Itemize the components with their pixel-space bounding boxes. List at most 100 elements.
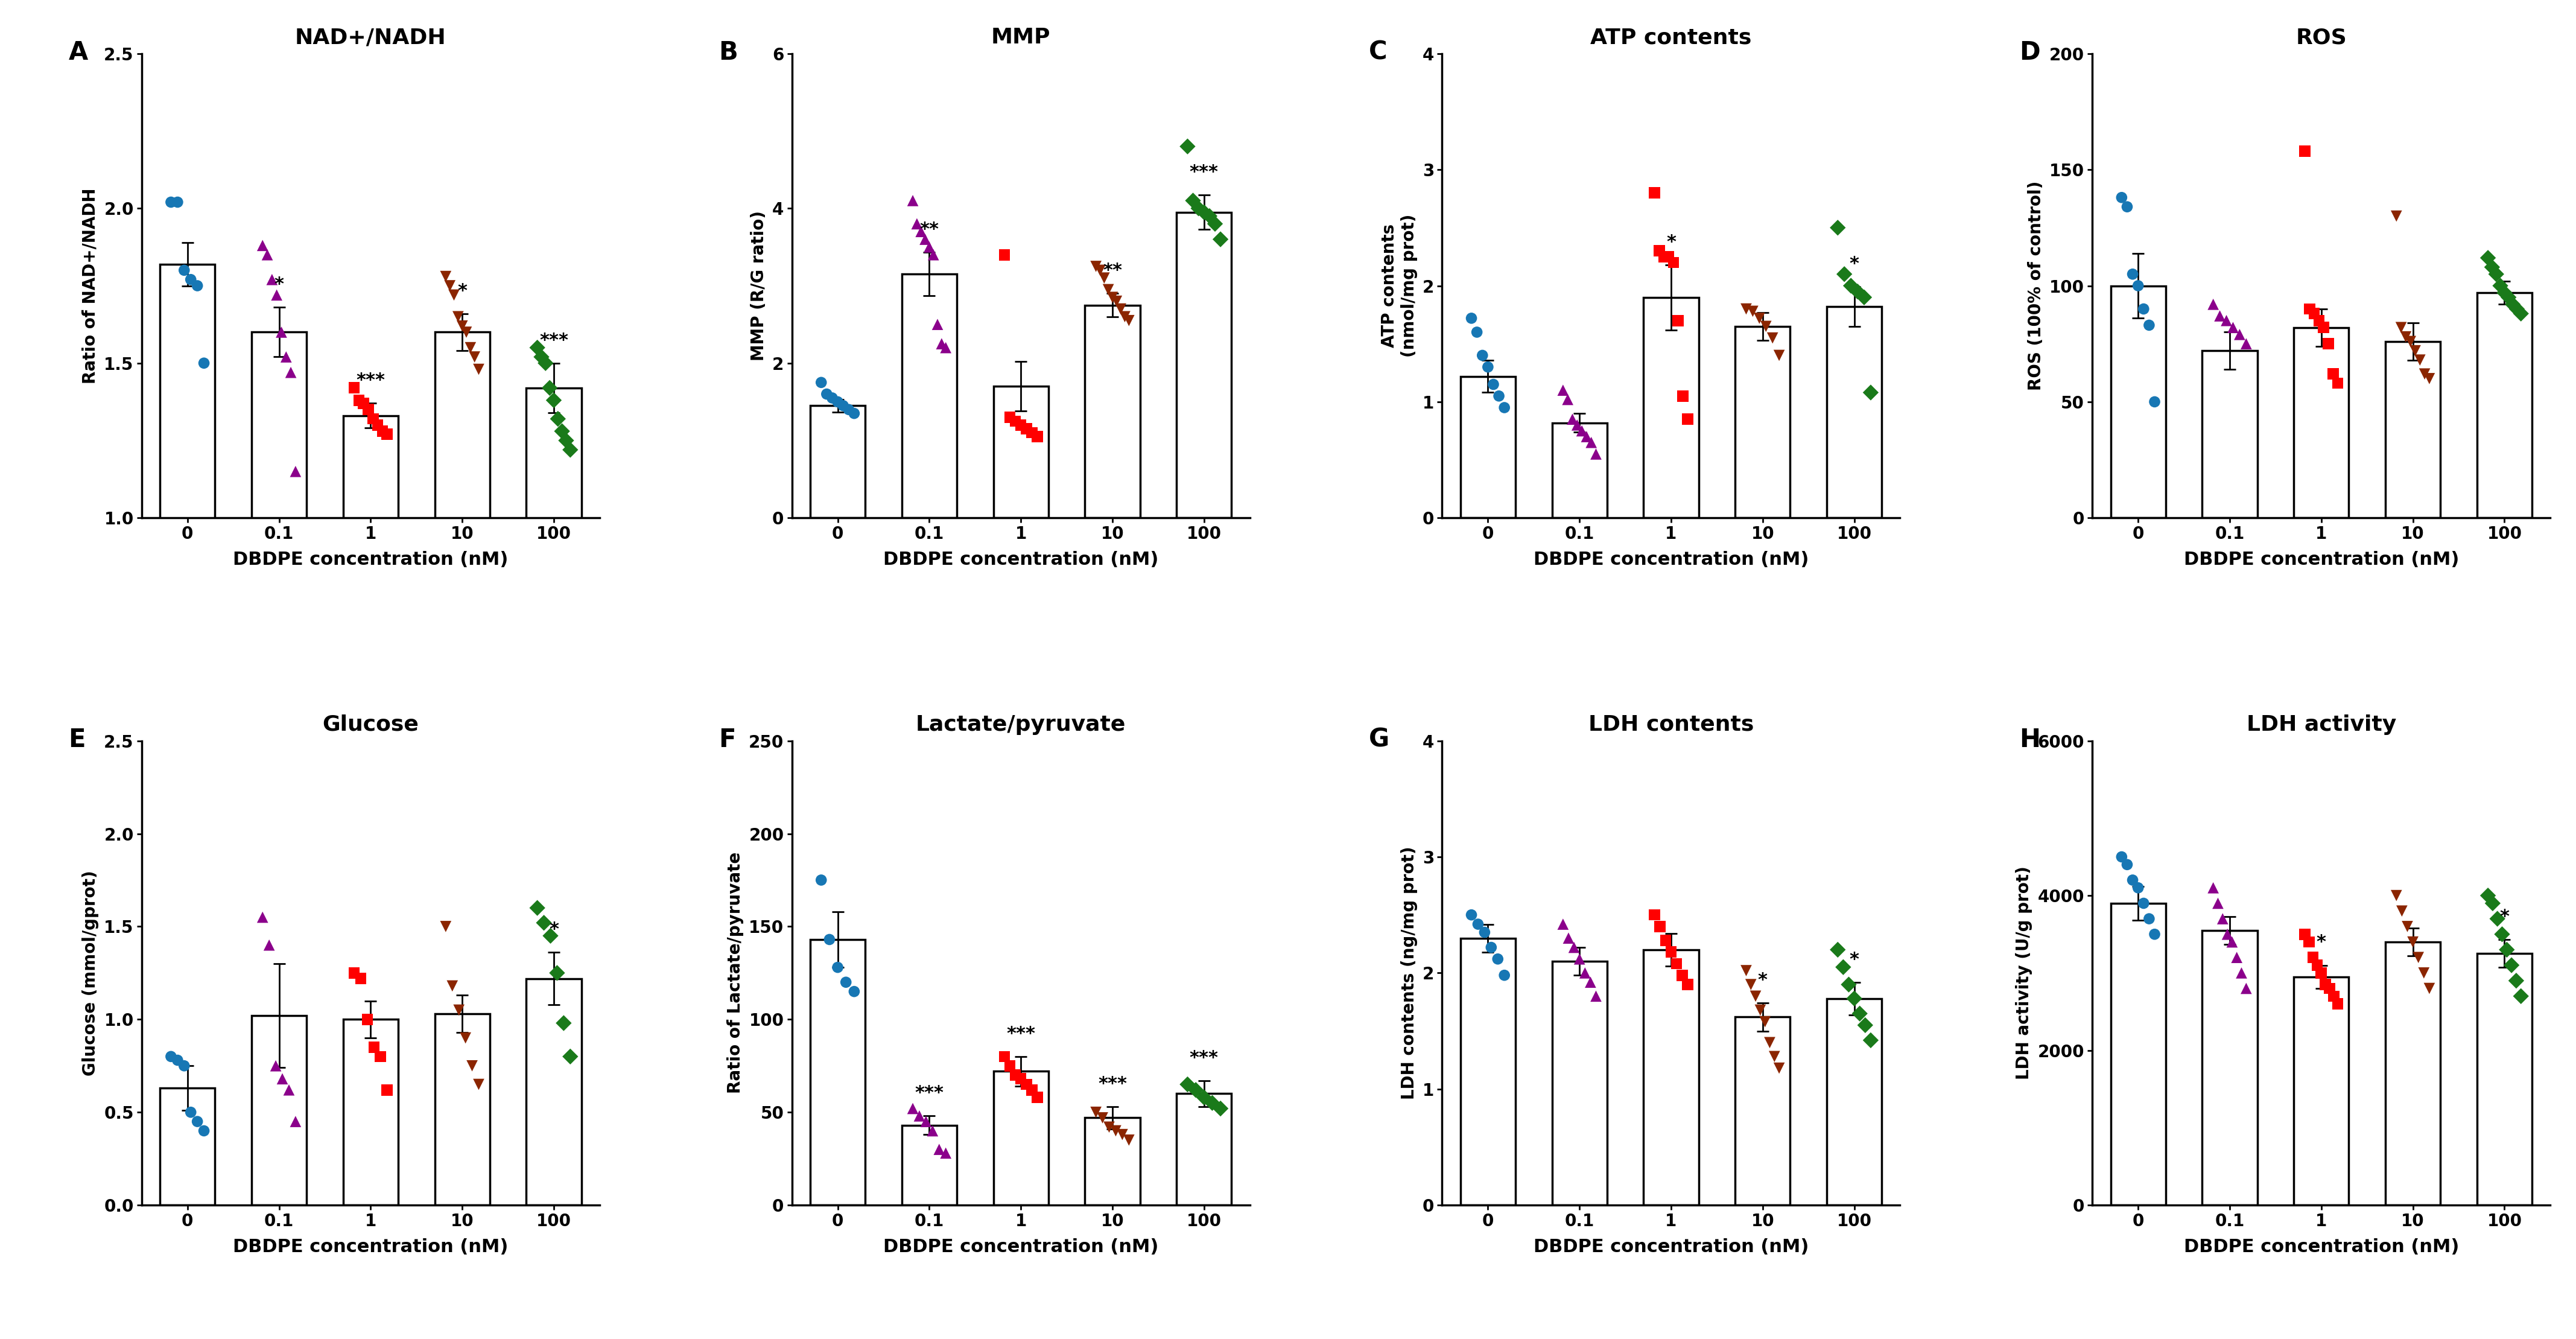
Bar [811,406,866,518]
Point [1569,972,1610,994]
Point [2491,293,2532,315]
Bar [435,332,489,828]
Bar [994,387,1048,518]
Point [904,229,945,250]
Point [2128,908,2169,929]
Bar [2478,953,2532,1205]
Point [1005,418,1046,439]
Point [2398,349,2439,371]
Point [2226,977,2267,999]
Point [533,390,574,411]
Point [994,1065,1036,1086]
Bar [526,388,582,828]
Point [1548,928,1589,949]
Point [438,307,479,328]
Point [922,333,963,355]
Point [2285,924,2326,945]
Title: ATP contents: ATP contents [1589,27,1752,48]
Point [2388,916,2429,937]
Bar [1551,961,1607,1205]
X-axis label: DBDPE concentration (nM): DBDPE concentration (nM) [232,552,507,569]
Point [1829,973,1870,995]
Point [549,1046,590,1067]
Point [912,1121,953,1142]
Point [1167,135,1208,157]
Point [822,395,863,416]
Point [2398,947,2439,968]
Point [1816,217,1857,238]
Point [1832,274,1873,296]
Point [438,999,479,1020]
Point [247,244,289,265]
Point [183,352,224,374]
Bar [2385,941,2439,1205]
Point [1195,213,1236,234]
Point [451,1055,492,1077]
Point [994,411,1036,432]
Title: ROS: ROS [2295,27,2347,48]
Bar [2110,904,2166,1205]
Point [353,1036,394,1058]
Point [2300,963,2342,984]
Point [2123,299,2164,320]
Point [912,244,953,265]
Point [1172,190,1213,212]
Point [247,935,289,956]
Point [891,190,933,212]
Point [2476,264,2517,285]
Point [459,1074,500,1095]
Bar [160,264,214,828]
Point [366,1079,407,1101]
Point [1018,1087,1059,1109]
Point [332,378,374,399]
Point [1656,953,1698,975]
Point [178,274,219,296]
Point [1564,963,1605,984]
Point [1553,937,1595,959]
Text: *: * [1850,951,1860,968]
Bar [994,1071,1048,1205]
Point [353,408,394,430]
Point [2226,333,2267,355]
Point [2496,969,2537,991]
Point [440,315,482,336]
Point [1087,279,1128,300]
Point [1079,260,1121,281]
Point [1571,431,1613,453]
Point [358,414,399,435]
Y-axis label: LDH activity (U/g prot): LDH activity (U/g prot) [2014,866,2032,1079]
Point [1752,327,1793,348]
Point [343,392,384,414]
Text: **: ** [1103,262,1123,280]
Text: *: * [1850,256,1860,273]
Point [183,1121,224,1142]
X-axis label: DBDPE concentration (nM): DBDPE concentration (nM) [232,1239,507,1256]
Y-axis label: Ratio of NAD+/NADH: Ratio of NAD+/NADH [82,187,98,384]
Point [2385,327,2427,348]
Point [1739,308,1780,329]
Y-axis label: ATP contents
(nmol/mg prot): ATP contents (nmol/mg prot) [1381,214,1417,358]
Text: F: F [719,727,737,753]
Text: D: D [2020,40,2040,66]
Bar [343,415,399,828]
Point [1543,379,1584,400]
Y-axis label: Glucose (mmol/gprot): Glucose (mmol/gprot) [82,870,98,1075]
Point [1095,1121,1136,1142]
Point [2468,248,2509,269]
Point [1736,986,1777,1007]
Title: LDH contents: LDH contents [1589,715,1754,735]
Point [1100,299,1141,320]
Bar [1461,376,1515,518]
Point [2128,315,2169,336]
Text: *: * [549,921,559,939]
Point [1484,396,1525,418]
Point [1638,916,1680,937]
Point [2213,317,2254,339]
Bar [1551,423,1607,518]
Point [541,420,582,442]
Point [984,1046,1025,1067]
X-axis label: DBDPE concentration (nM): DBDPE concentration (nM) [1533,1239,1808,1256]
Point [2403,963,2445,984]
Text: **: ** [920,221,938,238]
Point [2486,939,2527,960]
